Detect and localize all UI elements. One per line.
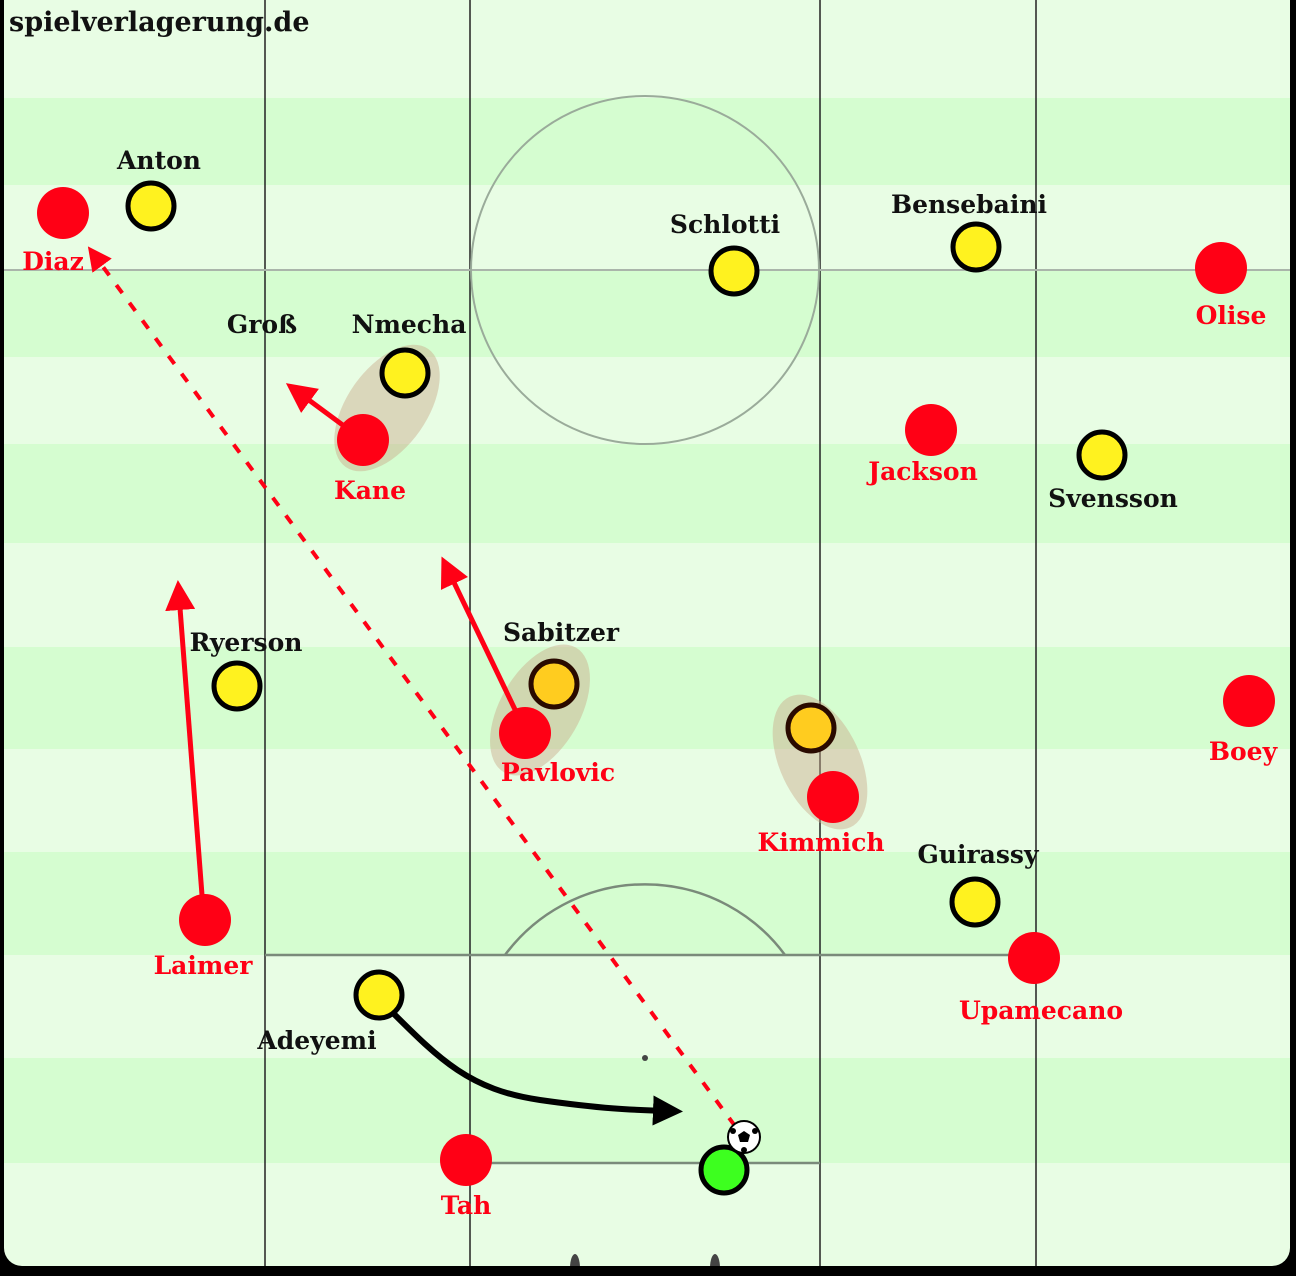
- player-kane[interactable]: [337, 414, 389, 466]
- label-svensson: Svensson: [1048, 484, 1178, 513]
- zone-lines: [264, 0, 1037, 1266]
- pitch-stripe: [4, 0, 1290, 98]
- label-schlotti: Schlotti: [670, 210, 780, 239]
- player-laimer[interactable]: [179, 894, 231, 946]
- goalkeeper[interactable]: [698, 1144, 750, 1196]
- label-adeyemi: Adeyemi: [256, 1026, 376, 1055]
- penalty-arc: [503, 883, 787, 956]
- pitch-stripe: [4, 98, 1290, 185]
- player-sabitzer[interactable]: [528, 658, 580, 710]
- player-unlabeled[interactable]: [785, 702, 837, 754]
- player-schlotti[interactable]: [708, 245, 760, 297]
- pitch-stripe: [4, 185, 1290, 270]
- label-upamecano: Upamecano: [959, 996, 1123, 1025]
- label-kane: Kane: [334, 476, 406, 505]
- pitch-stripe: [4, 1163, 1290, 1266]
- label-jackson: Jackson: [866, 457, 978, 486]
- goal-post: [570, 1254, 580, 1266]
- label-guirassy: Guirassy: [917, 840, 1040, 869]
- pitch-stripe: [4, 444, 1290, 543]
- label-ryerson: Ryerson: [190, 628, 303, 657]
- label-diaz: Diaz: [22, 247, 84, 276]
- player-nmecha[interactable]: [379, 347, 431, 399]
- label-boey: Boey: [1209, 737, 1279, 766]
- pitch-stripe: [4, 647, 1290, 749]
- player-adeyemi[interactable]: [353, 969, 405, 1021]
- player-tah[interactable]: [440, 1134, 492, 1186]
- label-anton: Anton: [116, 146, 201, 175]
- player-svensson[interactable]: [1076, 429, 1128, 481]
- soccer-ball-icon: [727, 1120, 761, 1154]
- label-gro: Groß: [227, 310, 297, 339]
- players: [37, 180, 1275, 1186]
- player-diaz[interactable]: [37, 187, 89, 239]
- player-ryerson[interactable]: [211, 660, 263, 712]
- player-jackson[interactable]: [905, 404, 957, 456]
- adeyemi-press-arrow: [387, 1007, 683, 1126]
- pitch-stripe: [4, 543, 1290, 647]
- label-bensebaini: Bensebaini: [891, 190, 1047, 219]
- label-pavlovic: Pavlovic: [501, 758, 615, 787]
- pitch-stripe: [4, 749, 1290, 852]
- goal-post: [710, 1254, 720, 1266]
- pavlovic-run-arrow: [440, 556, 523, 722]
- penalty-spot: [642, 1055, 648, 1061]
- player-boey[interactable]: [1223, 675, 1275, 727]
- label-sabitzer: Sabitzer: [503, 618, 620, 647]
- pitch-stripe: [4, 955, 1290, 1058]
- player-bensebaini[interactable]: [950, 221, 1002, 273]
- player-upamecano[interactable]: [1008, 932, 1060, 984]
- watermark: spielverlagerung.de: [9, 7, 310, 38]
- pitch-stripe: [4, 357, 1290, 444]
- player-kimmich[interactable]: [807, 771, 859, 823]
- label-tah: Tah: [441, 1191, 492, 1220]
- player-guirassy[interactable]: [949, 876, 1001, 928]
- pitch-stripe: [4, 270, 1290, 357]
- player-pavlovic[interactable]: [499, 707, 551, 759]
- player-anton[interactable]: [125, 180, 177, 232]
- label-kimmich: Kimmich: [757, 828, 884, 857]
- laimer-run-arrow: [165, 580, 205, 896]
- label-olise: Olise: [1196, 301, 1267, 330]
- pass-line-to-diaz: [87, 246, 737, 1128]
- label-nmecha: Nmecha: [352, 310, 467, 339]
- player-olise[interactable]: [1195, 242, 1247, 294]
- label-laimer: Laimer: [154, 951, 254, 980]
- center-circle: [470, 95, 820, 445]
- player-labels: Diaz Olise Kane Jackson Pavlovic Kimmich Boey L…: [22, 146, 1278, 1220]
